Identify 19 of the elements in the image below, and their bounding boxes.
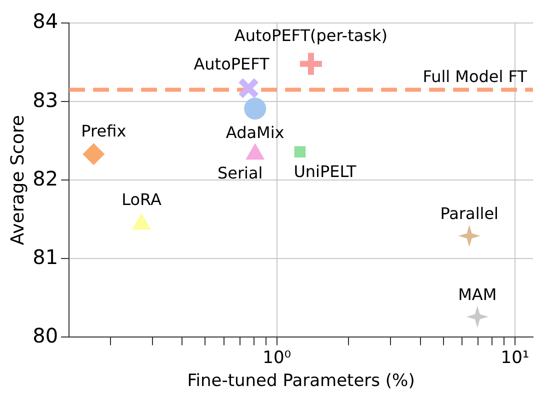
ref-line-label: Full Model FT [422,66,528,86]
y-tick-label: 83 [32,88,58,112]
series-label: Parallel [440,204,498,224]
series-label: UniPELT [294,162,356,181]
y-tick-label: 80 [32,323,58,348]
series-label: MAM [458,284,497,304]
x-tick-label: 10¹ [500,348,530,368]
series-label: LoRA [122,190,162,210]
x-axis-title: Fine-tuned Parameters (%) [187,371,415,392]
series-label: Serial [217,163,263,182]
series-label: Prefix [81,121,126,140]
y-axis-title: Average Score [7,115,28,246]
series-label: AutoPEFT [194,54,270,74]
y-tick-label: 81 [32,244,58,269]
y-tick-label: 82 [32,166,58,190]
x-tick-label: 10⁰ [262,348,292,368]
series-label: AutoPEFT(per-task) [234,26,388,45]
y-tick-label: 84 [32,9,58,34]
series-label: AdaMix [226,122,284,142]
